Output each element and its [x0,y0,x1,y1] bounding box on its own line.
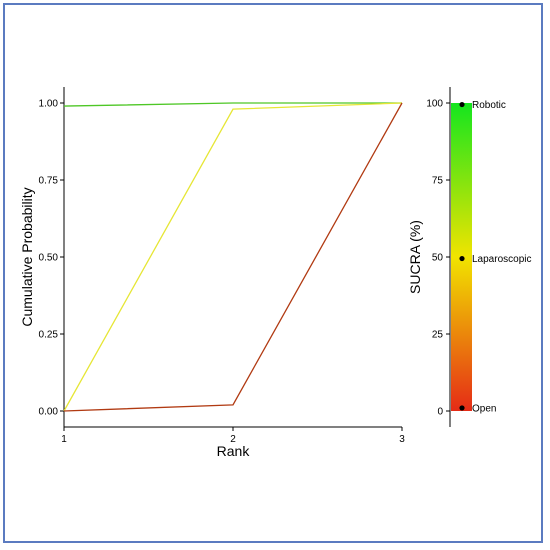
x-tick-label: 2 [230,434,236,445]
sucra-point-label: Open [472,403,496,414]
x-axis-title: Rank [217,443,251,459]
series-line-robotic [63,102,402,107]
sucra-point-robotic [459,101,465,108]
sucra-tick-label: 100 [426,99,443,110]
sucra-point-label: Laparoscopic [472,254,531,265]
sucra-panel: 0 25 50 75 100 Robotic Laparoscopic Open SUCRA… [407,87,531,427]
sucra-tick-label: 25 [432,330,444,341]
sucra-axis-title: SUCRA (%) [407,220,423,294]
y-tick-label: 0.00 [39,407,59,418]
sucra-tick-label: 0 [437,407,443,418]
y-axis-title: Cumulative Probability [19,187,35,326]
sucra-point-laparoscopic [459,255,465,262]
sucra-point-open [459,405,465,411]
y-tick-label: 1.00 [39,99,59,110]
y-tick-label: 0.75 [39,176,59,187]
sucra-tick-label: 50 [432,253,444,264]
y-tick-label: 0.25 [39,330,59,341]
rankogram-panel: 0.00 0.25 0.50 0.75 1.00 1 2 3 Rank Cumulative … [19,87,405,459]
sucra-point-label: Robotic [472,100,506,111]
series-line-open [63,102,403,412]
y-tick-label: 0.50 [39,253,59,264]
x-tick-label: 3 [399,434,405,445]
sucra-tick-label: 75 [432,176,444,187]
series-line-laparoscopic [63,102,403,412]
x-tick-label: 1 [61,434,67,445]
